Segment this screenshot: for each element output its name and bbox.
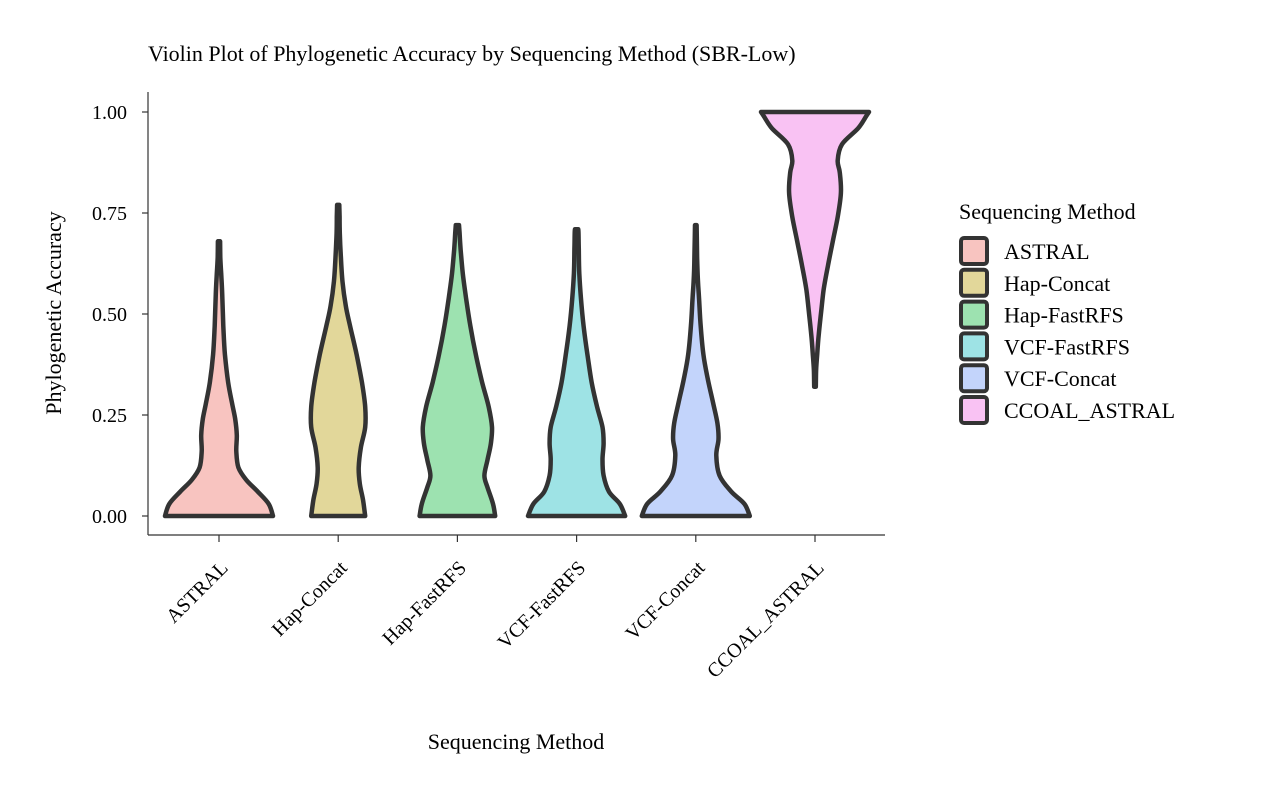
legend-items: ASTRAL Hap-Concat Hap-FastRFS VCF-FastRFS VC… — [959, 236, 1175, 425]
x-tick-label: VCF-FastRFS — [494, 557, 591, 654]
legend-key — [959, 331, 989, 362]
legend-item: ASTRAL — [959, 236, 1090, 266]
y-tick-label: 1.00 — [92, 102, 127, 124]
x-tick-label: ASTRAL — [162, 557, 233, 628]
violin-hap-fastrfs — [417, 222, 498, 519]
violin-ccoal-astral — [758, 109, 872, 389]
x-tick-label: Hap-FastRFS — [378, 557, 471, 650]
y-tick-label: 0.25 — [92, 405, 127, 427]
violin-astral — [162, 239, 276, 519]
legend-label: CCOAL_ASTRAL — [1004, 398, 1175, 423]
legend-key — [959, 363, 989, 394]
chart-title: Violin Plot of Phylogenetic Accuracy by … — [148, 41, 796, 66]
x-tick-label: CCOAL_ASTRAL — [703, 557, 829, 683]
legend-key — [959, 395, 989, 425]
legend: Sequencing Method ASTRAL Hap-Concat Hap-Fa… — [959, 199, 1175, 425]
violin-vcf-fastrfs — [525, 226, 628, 519]
legend-item: Hap-Concat — [959, 267, 1110, 298]
legend-label: ASTRAL — [1004, 239, 1090, 264]
legend-key — [959, 299, 989, 330]
legend-label: Hap-Concat — [1004, 271, 1110, 296]
legend-item: VCF-FastRFS — [959, 331, 1130, 362]
y-axis-title: Phylogenetic Accuracy — [41, 211, 66, 414]
y-tick-label: 0.00 — [92, 506, 127, 528]
legend-label: Hap-FastRFS — [1004, 303, 1124, 328]
legend-item: Hap-FastRFS — [959, 299, 1124, 330]
x-tick-label: Hap-Concat — [268, 557, 352, 641]
legend-key — [959, 267, 989, 298]
legend-label: VCF-Concat — [1004, 366, 1116, 391]
violins — [162, 109, 872, 519]
legend-item: VCF-Concat — [959, 363, 1116, 394]
y-ticks: 0.00 0.25 0.50 0.75 1.00 — [92, 102, 148, 528]
x-tick-label: VCF-Concat — [621, 557, 709, 645]
y-tick-label: 0.50 — [92, 304, 127, 326]
legend-label: VCF-FastRFS — [1004, 334, 1130, 359]
x-ticks: ASTRAL Hap-Concat Hap-FastRFS VCF-FastRFS VC… — [162, 535, 829, 683]
legend-key — [959, 236, 989, 266]
legend-item: CCOAL_ASTRAL — [959, 395, 1175, 425]
legend-title: Sequencing Method — [959, 199, 1136, 224]
violin-hap-concat — [308, 202, 368, 519]
x-axis-title: Sequencing Method — [428, 729, 605, 754]
y-tick-label: 0.75 — [92, 203, 127, 225]
violin-vcf-concat — [639, 222, 753, 519]
